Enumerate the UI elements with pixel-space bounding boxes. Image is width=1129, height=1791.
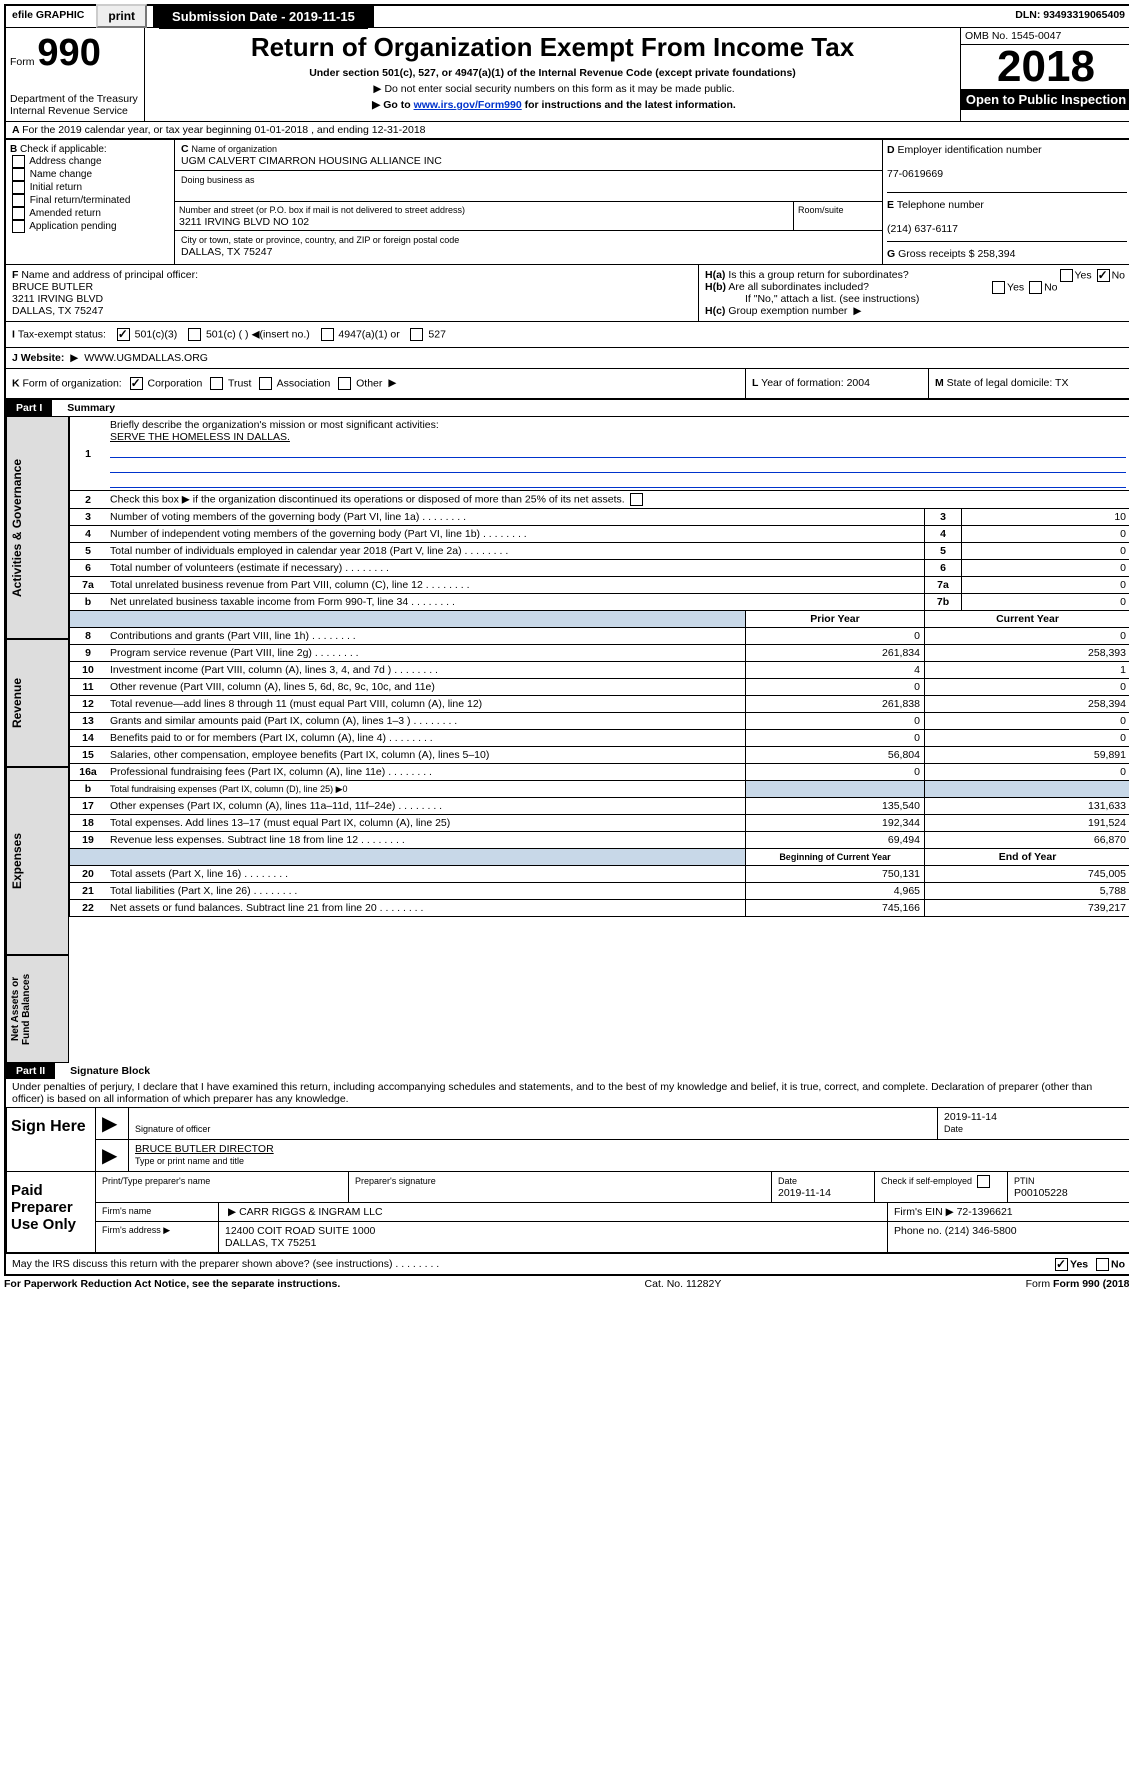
col-b: B Check if applicable: Address change Na… [6, 140, 175, 264]
form-number: 990 [37, 32, 100, 74]
arrow-icon [385, 377, 399, 389]
line-i: I Tax-exempt status: 501(c)(3) 501(c) ( … [6, 322, 1129, 348]
org-name: UGM CALVERT CIMARRON HOUSING ALLIANCE IN… [181, 155, 442, 167]
tax-year: 2018 [961, 45, 1129, 89]
sidelabel-na: Net Assets or Fund Balances [6, 955, 69, 1063]
dln: DLN: 93493319065409 [1009, 6, 1129, 27]
form-number-box: Form 990 Department of the Treasury Inte… [6, 28, 145, 121]
self-emp-checkbox[interactable] [977, 1175, 990, 1188]
discuss-yes[interactable] [1055, 1258, 1068, 1271]
arrow-icon [850, 305, 864, 317]
ein: 77-0619669 [887, 168, 943, 180]
gross-receipts: 258,394 [977, 248, 1015, 260]
open-public-badge: Open to Public Inspection [961, 89, 1129, 110]
part2-header: Part II Signature Block [6, 1063, 1129, 1079]
sidelabel-rev: Revenue [6, 639, 69, 767]
entity-section: B Check if applicable: Address change Na… [6, 139, 1129, 264]
line-j: J Website: WWW.UGMDALLAS.ORG [6, 348, 1129, 369]
checkbox-address-change[interactable] [12, 155, 25, 168]
k-assoc[interactable] [259, 377, 272, 390]
i-501c3[interactable] [117, 328, 130, 341]
paid-preparer-row: Paid Preparer Use Only Print/Type prepar… [6, 1172, 1129, 1253]
org-address: 3211 IRVING BLVD NO 102 [179, 216, 309, 228]
summary-section: Activities & Governance Revenue Expenses… [6, 416, 1129, 1063]
signer-name: BRUCE BUTLER DIRECTOR [135, 1143, 274, 1155]
efile-label: efile GRAPHIC [6, 6, 90, 27]
k-other[interactable] [338, 377, 351, 390]
arrow-icon [369, 99, 383, 111]
i-527[interactable] [410, 328, 423, 341]
top-bar: efile GRAPHIC print Submission Date - 20… [6, 6, 1129, 28]
form-title: Return of Organization Exempt From Incom… [153, 32, 952, 63]
klm-section: K Form of organization: Corporation Trus… [6, 369, 1129, 399]
ptin: P00105228 [1014, 1187, 1068, 1199]
sign-here-row: Sign Here ▶ Signature of officer 2019-11… [6, 1108, 1129, 1172]
form-subtitle-1: Under section 501(c), 527, or 4947(a)(1)… [153, 67, 952, 79]
i-501c[interactable] [188, 328, 201, 341]
dept-label: Department of the Treasury Internal Reve… [10, 93, 140, 117]
arrow-icon [225, 1206, 239, 1218]
arrow-icon [370, 83, 384, 95]
arrow-icon: ▶ [96, 1108, 129, 1139]
k-trust[interactable] [210, 377, 223, 390]
fh-section: F Name and address of principal officer:… [6, 264, 1129, 322]
line-a: A For the 2019 calendar year, or tax yea… [6, 122, 1129, 139]
q2-checkbox[interactable] [630, 493, 643, 506]
sidelabel-ag: Activities & Governance [6, 416, 69, 639]
arrow-icon [67, 352, 81, 364]
checkbox-name-change[interactable] [12, 168, 25, 181]
print-button[interactable]: print [90, 6, 153, 27]
hb-yes[interactable] [992, 281, 1005, 294]
checkbox-final-return[interactable] [12, 194, 25, 207]
website: WWW.UGMDALLAS.ORG [84, 352, 208, 364]
checkbox-amended[interactable] [12, 207, 25, 220]
col-deg: D Employer identification number 77-0619… [883, 140, 1129, 264]
i-4947[interactable] [321, 328, 334, 341]
col-c: C Name of organization UGM CALVERT CIMAR… [175, 140, 883, 264]
instructions-link[interactable]: www.irs.gov/Form990 [414, 99, 522, 111]
officer-name: BRUCE BUTLER [12, 281, 93, 293]
checkbox-initial-return[interactable] [12, 181, 25, 194]
part1-header: Part I Summary [6, 399, 1129, 416]
form-header: Form 990 Department of the Treasury Inte… [6, 28, 1129, 122]
sidelabel-exp: Expenses [6, 767, 69, 955]
mission: SERVE THE HOMELESS IN DALLAS. [110, 431, 290, 443]
discuss-no[interactable] [1096, 1258, 1109, 1271]
ha-no[interactable] [1097, 269, 1110, 282]
phone: (214) 637-6117 [887, 223, 958, 235]
footer: For Paperwork Reduction Act Notice, see … [4, 1276, 1129, 1292]
arrow-icon: ▶ [96, 1140, 129, 1171]
checkbox-app-pending[interactable] [12, 220, 25, 233]
summary-table: 1 Briefly describe the organization's mi… [69, 416, 1129, 917]
firm-ein: 72-1396621 [957, 1206, 1013, 1218]
k-corp[interactable] [130, 377, 143, 390]
discuss-row: May the IRS discuss this return with the… [6, 1253, 1129, 1274]
ha-yes[interactable] [1060, 269, 1073, 282]
submission-date: Submission Date - 2019-11-15 [153, 6, 374, 27]
prep-phone: (214) 346-5800 [945, 1225, 1017, 1237]
hb-no[interactable] [1029, 281, 1042, 294]
form-container: efile GRAPHIC print Submission Date - 20… [4, 4, 1129, 1276]
perjury-text: Under penalties of perjury, I declare th… [6, 1079, 1129, 1108]
org-city: DALLAS, TX 75247 [181, 246, 272, 258]
firm-name: CARR RIGGS & INGRAM LLC [239, 1206, 383, 1218]
